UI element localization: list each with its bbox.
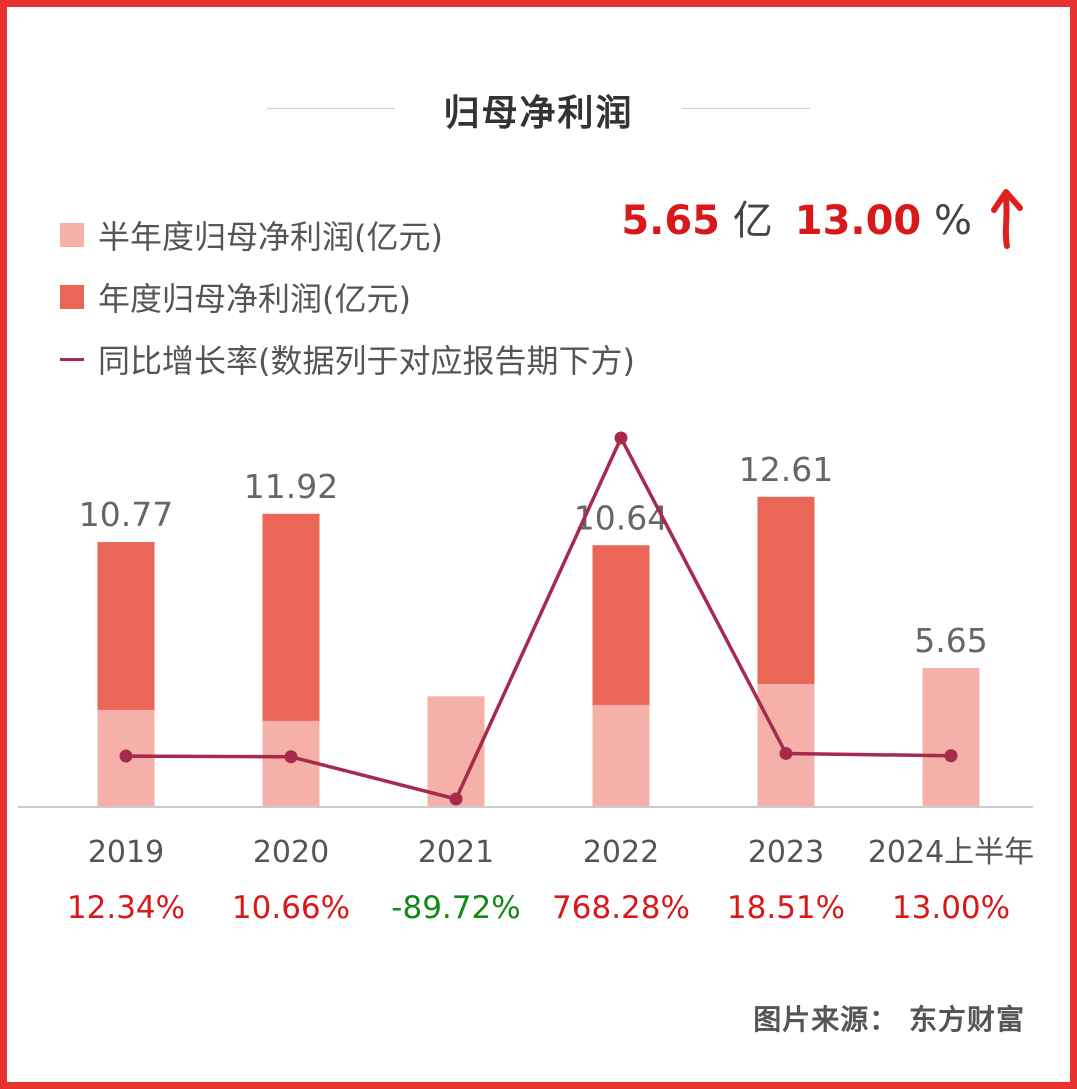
title-divider-right xyxy=(682,108,810,109)
growth-point xyxy=(944,749,958,763)
legend-swatch-annual xyxy=(60,285,84,309)
bar-value-label: 5.65 xyxy=(914,621,987,660)
legend: 半年度归母净利润(亿元) 年度归母净利润(亿元) 同比增长率(数据列于对应报告期… xyxy=(60,204,635,390)
bar-value-label: 12.61 xyxy=(739,450,833,489)
source-note: 图片来源： 东方财富 xyxy=(753,1003,1025,1036)
growth-rate-label: 768.28% xyxy=(552,890,690,926)
growth-rate-label: -89.72% xyxy=(391,890,520,926)
growth-point xyxy=(614,431,628,445)
bar-half-year xyxy=(427,696,485,807)
headline-value-unit: 亿 xyxy=(732,198,773,244)
growth-rate-label: 12.34% xyxy=(67,890,185,926)
x-tick-label: 2022 xyxy=(583,835,659,870)
title-divider-left xyxy=(267,108,395,109)
x-tick-label: 2023 xyxy=(748,835,824,870)
legend-item-half-year: 半年度归母净利润(亿元) xyxy=(60,204,635,266)
growth-rate-label: 18.51% xyxy=(727,890,845,926)
legend-item-annual: 年度归母净利润(亿元) xyxy=(60,266,635,328)
growth-rate-label: 13.00% xyxy=(892,890,1010,926)
growth-rate-label: 10.66% xyxy=(232,890,350,926)
growth-point xyxy=(284,750,298,764)
headline-growth: 13.00 xyxy=(794,198,922,244)
x-tick-label: 2019 xyxy=(88,835,164,870)
bar-value-label: 11.92 xyxy=(244,467,338,506)
bar-half-year xyxy=(262,720,320,807)
bar-half-year xyxy=(757,684,815,807)
growth-point xyxy=(779,746,793,760)
growth-line xyxy=(125,436,952,801)
legend-label-growth: 同比增长率(数据列于对应报告期下方) xyxy=(98,342,635,380)
legend-label-half-year: 半年度归母净利润(亿元) xyxy=(98,218,443,256)
bar-value-label: 10.77 xyxy=(79,495,173,534)
bar-half-year xyxy=(592,704,650,807)
headline-value: 5.65 xyxy=(621,198,721,244)
legend-swatch-growth xyxy=(60,357,84,361)
x-tick-label: 2024上半年 xyxy=(868,835,1034,870)
chart-title: 归母净利润 xyxy=(443,93,634,134)
growth-point xyxy=(119,749,133,763)
title-row: 归母净利润 xyxy=(0,78,1077,138)
x-tick-label: 2021 xyxy=(418,835,494,870)
bar-half-year xyxy=(922,668,980,807)
growth-point xyxy=(449,792,463,806)
legend-item-growth: 同比增长率(数据列于对应报告期下方) xyxy=(60,328,635,390)
legend-swatch-half-year xyxy=(60,223,84,247)
legend-label-annual: 年度归母净利润(亿元) xyxy=(98,280,411,318)
headline-growth-unit: % xyxy=(933,198,972,244)
headline-summary: 5.65 亿 13.00 % xyxy=(621,188,972,246)
x-tick-label: 2020 xyxy=(253,835,329,870)
up-arrow-icon xyxy=(991,189,1023,249)
